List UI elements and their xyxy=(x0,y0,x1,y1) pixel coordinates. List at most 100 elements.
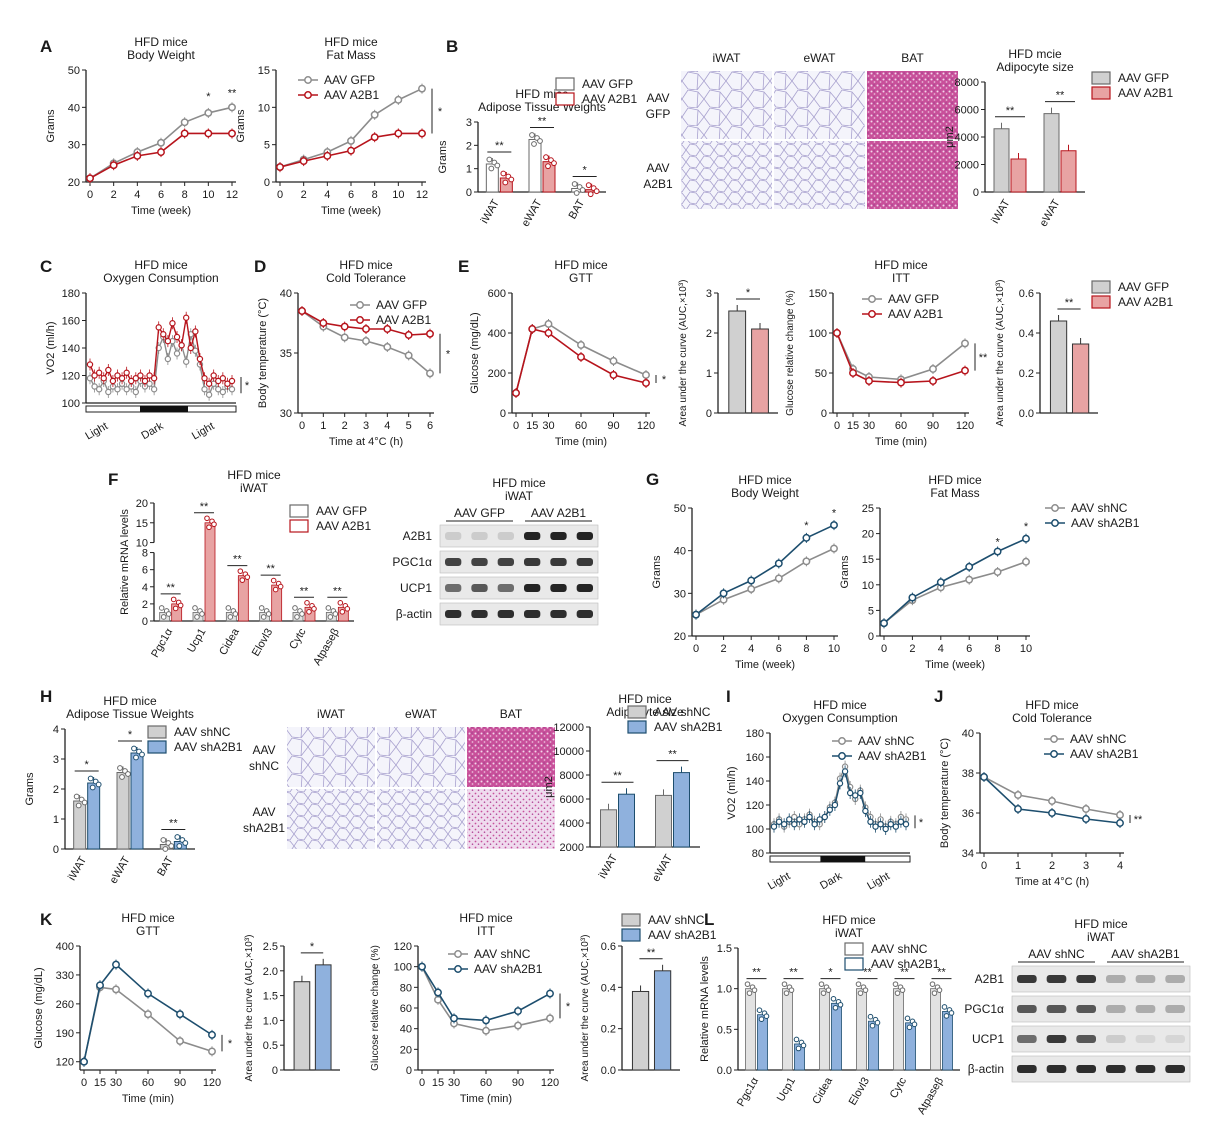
chart-title-line2: Oxygen Consumption xyxy=(103,271,218,285)
significance-label: * xyxy=(228,1038,233,1050)
x-tick-label: 8 xyxy=(995,643,1001,655)
y-tick-label: 160 xyxy=(62,316,80,328)
bar xyxy=(87,782,101,850)
y-axis-label: Glucose (mg/dL) xyxy=(469,312,481,393)
significance-label: * xyxy=(206,91,211,103)
y-tick-label: 0 xyxy=(272,1065,278,1077)
x-tick-label: 8 xyxy=(182,189,188,201)
data-point xyxy=(210,372,217,379)
legend-label: AAV shA2B1 xyxy=(858,749,927,763)
x-tick-label: 90 xyxy=(607,420,619,432)
blot-band xyxy=(1076,1005,1096,1013)
replicate-point xyxy=(125,771,131,777)
data-point xyxy=(362,337,370,345)
bar xyxy=(751,328,769,414)
significance-label: * xyxy=(85,759,90,771)
significance-label: * xyxy=(662,374,667,386)
replicate-point xyxy=(494,162,501,169)
chart-E2: 0 1 2 3 Area under the curve (AUC,×10³) * xyxy=(678,279,778,427)
replicate-point xyxy=(227,614,234,620)
replicate-point xyxy=(929,981,936,987)
data-point xyxy=(228,377,236,385)
data-point xyxy=(802,557,811,566)
y-tick-label: 30 xyxy=(68,140,80,152)
legend-label: AAV shNC xyxy=(474,947,531,961)
data-point xyxy=(993,568,1002,576)
y-axis-label: μm2 xyxy=(944,126,956,148)
x-axis-label: Time (min) xyxy=(460,1093,512,1105)
x-tick-label: 0 xyxy=(81,1077,87,1089)
x-tick-label: Pgc1α xyxy=(735,1075,761,1109)
replicate-point xyxy=(508,176,515,183)
x-tick-label: 4 xyxy=(384,420,390,432)
data-point xyxy=(418,962,426,971)
legend-label: AAV shNC xyxy=(648,913,705,927)
replicate-point xyxy=(199,611,205,617)
legend-swatch xyxy=(1091,86,1111,100)
replicate-point xyxy=(832,1005,839,1011)
legend-swatch xyxy=(289,519,309,533)
replicate-point xyxy=(176,843,183,849)
x-tick-label: 120 xyxy=(541,1077,559,1089)
blot-row-label: A2B1 xyxy=(975,972,1005,986)
replicate-point xyxy=(239,577,246,583)
x-tick-label: eWAT xyxy=(650,852,675,884)
bar xyxy=(673,772,690,848)
y-tick-label: 0.2 xyxy=(601,1024,616,1036)
y-tick-label: 0.4 xyxy=(1019,328,1034,340)
data-point xyxy=(228,129,236,138)
chart-title-line2: Cold Tolerance xyxy=(1012,711,1092,725)
data-point xyxy=(201,375,208,382)
significance-label: * xyxy=(245,380,250,392)
y-tick-label: 1.5 xyxy=(263,991,278,1003)
data-point xyxy=(786,816,793,823)
data-point xyxy=(908,593,917,602)
chart-title-line2: Oxygen Consumption xyxy=(782,711,897,725)
significance-label: * xyxy=(828,967,833,979)
series-line xyxy=(836,332,966,381)
x-tick-label: 0 xyxy=(693,643,699,655)
bar xyxy=(930,988,941,1071)
replicate-point xyxy=(894,990,901,996)
significance-label: ** xyxy=(979,352,988,364)
y-axis-label: VO2 (ml/h) xyxy=(726,766,738,819)
y-tick-label: 50 xyxy=(815,368,827,380)
x-tick-label: 3 xyxy=(1083,860,1089,872)
y-tick-label: 10 xyxy=(862,580,874,592)
replicate-point xyxy=(904,1015,911,1022)
x-axis-label: Time (week) xyxy=(131,205,191,217)
replicate-point xyxy=(936,987,943,993)
data-point xyxy=(642,379,650,387)
y-tick-label: 0 xyxy=(821,408,827,420)
blot-row-label: β-actin xyxy=(396,607,432,621)
y-tick-label: 3 xyxy=(53,754,59,766)
bar xyxy=(116,772,130,850)
y-tick-label: 3 xyxy=(706,288,712,300)
y-axis-label: Area under the curve (AUC,×10³) xyxy=(580,934,591,1081)
data-point xyxy=(298,307,306,315)
chart-title-line1: HFD mice xyxy=(134,258,188,272)
x-axis-label: Time at 4°C (h) xyxy=(1015,876,1089,888)
data-point xyxy=(1048,797,1056,805)
data-point xyxy=(370,110,379,119)
data-point xyxy=(1014,791,1022,799)
x-tick-label: iWAT xyxy=(66,854,89,882)
replicate-point xyxy=(758,1016,765,1022)
data-point xyxy=(846,789,854,797)
histology-row-label: AAV xyxy=(252,743,275,757)
y-tick-label: 15 xyxy=(136,518,148,530)
legend-marker xyxy=(304,91,312,99)
y-tick-label: 160 xyxy=(746,752,764,764)
replicate-point xyxy=(820,990,827,996)
chart-I: 80 100 120 140 160 180 VO2 (ml/h) HFD miceOxyge… xyxy=(726,698,927,893)
legend-label: AAV GFP xyxy=(316,504,367,518)
x-tick-label: Cidea xyxy=(217,626,242,658)
data-point xyxy=(91,372,98,379)
legend-marker xyxy=(868,295,876,303)
replicate-point xyxy=(306,609,312,615)
y-axis-label: Grams xyxy=(24,772,36,806)
replicate-point xyxy=(332,611,339,617)
blot-title-line1: HFD mice xyxy=(1074,917,1128,931)
histology-image xyxy=(681,71,772,139)
